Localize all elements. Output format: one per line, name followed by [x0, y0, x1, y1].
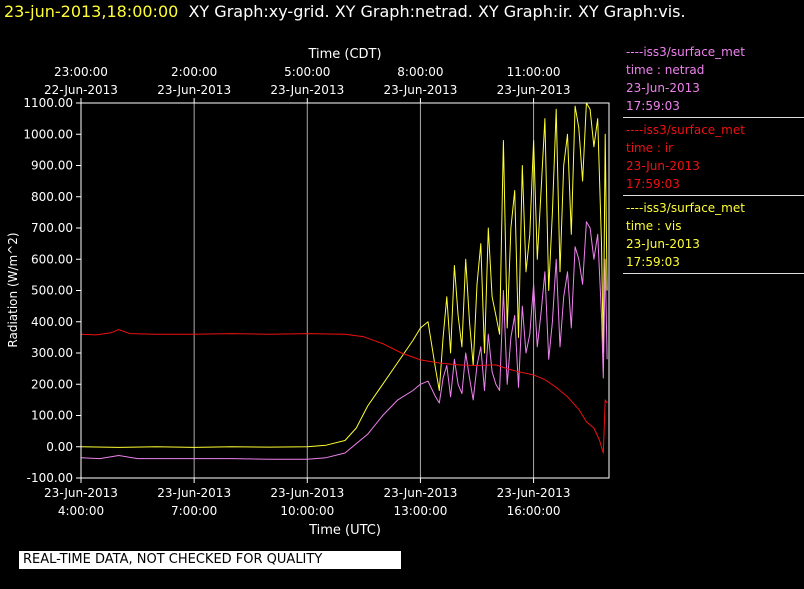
header-timestamp: 23-jun-2013,18:00:00 — [4, 2, 179, 21]
y-tick-label-4: 300.00 — [31, 346, 73, 360]
y-axis-label: Radiation (W/m^2) — [6, 232, 20, 347]
quality-notice: REAL-TIME DATA, NOT CHECKED FOR QUALITY — [19, 551, 401, 569]
top-tick-time-4: 11:00:00 — [507, 65, 561, 79]
legend-ir-time: 17:59:03 — [626, 177, 680, 191]
bottom-tick-date-1: 23-Jun-2013 — [157, 486, 231, 500]
legend: ----iss3/surface_met time : netrad 23-Jun-… — [623, 42, 804, 276]
y-tick-label-11: 1000.00 — [23, 127, 73, 141]
top-tick-date-4: 23-Jun-2013 — [497, 83, 571, 97]
legend-netrad-time: 17:59:03 — [626, 99, 680, 113]
bottom-tick-date-4: 23-Jun-2013 — [497, 486, 571, 500]
axis-layer: -100.00 0.00 100.00 200.00 300.00 400.00 500.0… — [23, 65, 570, 518]
plot-frame — [80, 102, 610, 479]
y-tick-label-10: 900.00 — [31, 159, 73, 173]
top-tick-time-2: 5:00:00 — [284, 65, 330, 79]
bottom-tick-date-2: 23-Jun-2013 — [270, 486, 344, 500]
x-axis-bottom-label: Time (UTC) — [308, 523, 381, 538]
top-tick-time-0: 23:00:00 — [54, 65, 108, 79]
legend-netrad-station: ----iss3/surface_met — [626, 45, 745, 59]
legend-vis-station: ----iss3/surface_met — [626, 201, 745, 215]
series-layer — [80, 102, 608, 460]
graph-header: 23-jun-2013,18:00:00 XY Graph:xy-grid. X… — [4, 2, 686, 21]
x-axis-top-label: Time (CDT) — [307, 47, 381, 62]
bottom-tick-time-3: 13:00:00 — [393, 504, 447, 518]
y-tick-label-2: 100.00 — [31, 409, 73, 423]
legend-vis-time: 17:59:03 — [626, 255, 680, 269]
ir-series-line — [80, 329, 608, 454]
top-tick-time-1: 2:00:00 — [171, 65, 217, 79]
bottom-tick-time-1: 7:00:00 — [171, 504, 217, 518]
y-tick-label-7: 600.00 — [31, 252, 73, 266]
top-tick-time-3: 8:00:00 — [397, 65, 443, 79]
legend-ir-station: ----iss3/surface_met — [626, 123, 745, 137]
top-tick-date-1: 23-Jun-2013 — [157, 83, 231, 97]
header-graph-list: XY Graph:xy-grid. XY Graph:netrad. XY Gr… — [188, 2, 686, 21]
top-tick-date-2: 23-Jun-2013 — [270, 83, 344, 97]
bottom-tick-time-2: 10:00:00 — [280, 504, 334, 518]
y-tick-label-1: 0.00 — [46, 440, 73, 454]
y-tick-label-5: 400.00 — [31, 315, 73, 329]
y-tick-label-3: 200.00 — [31, 377, 73, 391]
bottom-tick-time-4: 16:00:00 — [507, 504, 561, 518]
netrad-series-line — [80, 221, 608, 460]
legend-vis-field: time : vis — [626, 219, 682, 233]
y-tick-label-8: 700.00 — [31, 221, 73, 235]
y-tick-label-9: 800.00 — [31, 190, 73, 204]
grid-layer — [193, 103, 535, 478]
y-tick-label-6: 500.00 — [31, 284, 73, 298]
y-tick-label-0: -100.00 — [27, 471, 73, 485]
legend-netrad-date: 23-Jun-2013 — [626, 81, 700, 95]
legend-ir-date: 23-Jun-2013 — [626, 159, 700, 173]
legend-vis-date: 23-Jun-2013 — [626, 237, 700, 251]
vis-series-line — [80, 102, 608, 448]
bottom-tick-date-3: 23-Jun-2013 — [383, 486, 457, 500]
legend-ir-field: time : ir — [626, 141, 674, 155]
top-tick-date-0: 22-Jun-2013 — [44, 83, 118, 97]
y-tick-label-12: 1100.00 — [23, 96, 73, 110]
legend-netrad-field: time : netrad — [626, 63, 705, 77]
top-tick-date-3: 23-Jun-2013 — [383, 83, 457, 97]
bottom-tick-date-0: 23-Jun-2013 — [44, 486, 118, 500]
bottom-tick-time-0: 4:00:00 — [58, 504, 104, 518]
